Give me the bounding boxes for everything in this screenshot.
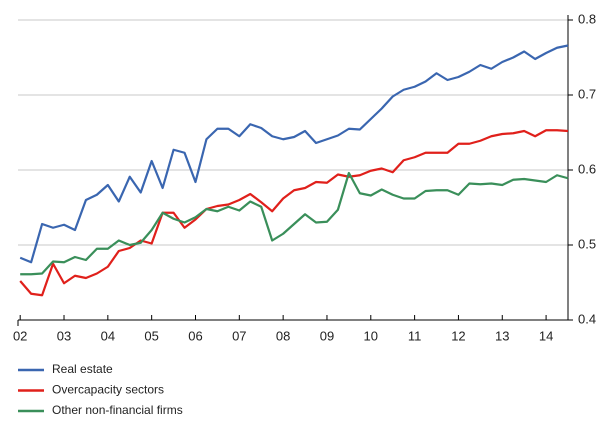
- x-tick-label: 07: [232, 328, 246, 343]
- x-tick-label: 08: [276, 328, 290, 343]
- series-line: [20, 171, 569, 276]
- y-tick-label: 0.8: [578, 11, 596, 26]
- y-tick-label: 0.6: [578, 161, 596, 176]
- y-tick-label: 0.4: [578, 311, 596, 326]
- x-tick-label: 04: [101, 328, 115, 343]
- x-tick-label: 06: [188, 328, 202, 343]
- series-line: [19, 129, 569, 297]
- x-tick-label: 14: [539, 328, 553, 343]
- x-tick-label: 12: [451, 328, 465, 343]
- legend-label: Overcapacity sectors: [52, 383, 164, 397]
- x-tick-label: 11: [408, 328, 422, 343]
- x-tick-label: 05: [144, 328, 158, 343]
- x-tick-label: 02: [13, 328, 27, 343]
- y-tick-label: 0.5: [578, 236, 596, 251]
- x-tick-label: 13: [495, 328, 509, 343]
- legend-label: Real estate: [52, 362, 113, 376]
- x-tick-label: 10: [364, 328, 378, 343]
- series-line: [19, 44, 569, 264]
- x-tick-label: 09: [320, 328, 334, 343]
- x-tick-label: 03: [57, 328, 71, 343]
- legend-label: Other non-financial firms: [52, 403, 183, 416]
- y-tick-label: 0.7: [578, 86, 596, 101]
